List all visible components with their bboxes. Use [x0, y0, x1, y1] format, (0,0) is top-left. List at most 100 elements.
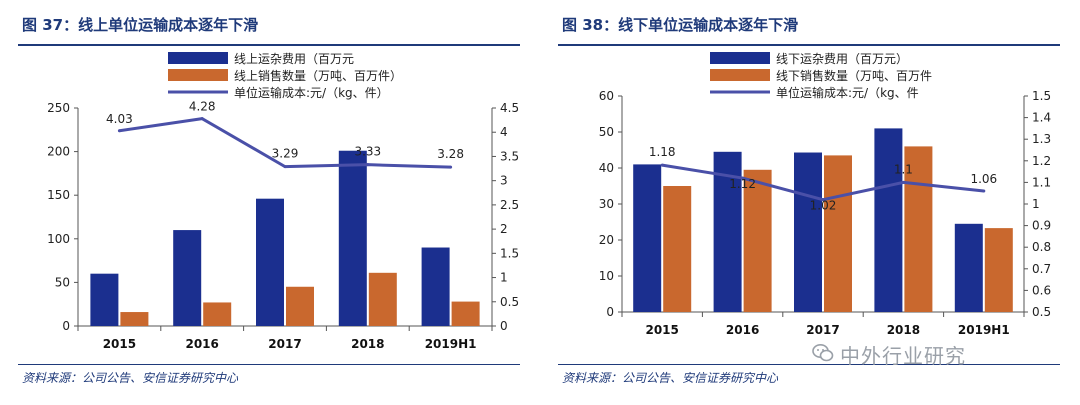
y-tick-label-right: 3.5: [500, 149, 519, 163]
data-label-2015: 1.18: [649, 145, 676, 159]
legend-swatch-2: [710, 69, 770, 81]
bar-series1-2019H1: [954, 223, 983, 312]
x-category-label: 2017: [806, 323, 839, 337]
legend-swatch-1: [710, 52, 770, 64]
footer-rule: [18, 364, 520, 365]
bar-series1-2015: [633, 164, 662, 312]
bar-series1-2019H1: [421, 247, 450, 326]
y-tick-label-left: 50: [55, 275, 70, 289]
bar-series2-2019H1: [984, 228, 1013, 312]
y-tick-label-left: 20: [599, 233, 614, 247]
legend-entry: 单位运输成本:元/（kg、件: [776, 85, 919, 100]
x-category-label: 2019H1: [958, 323, 1010, 337]
line-point-2015: [117, 129, 121, 133]
data-label-2015: 4.03: [106, 112, 133, 126]
y-tick-label-left: 100: [47, 232, 70, 246]
data-label-2018: 3.33: [354, 145, 381, 159]
y-tick-label-right: 1.1: [1032, 175, 1051, 189]
y-tick-label-right: 1.2: [1032, 154, 1051, 168]
title-rule: [558, 44, 1060, 46]
bar-series2-2016: [203, 302, 232, 326]
y-tick-label-right: 0.8: [1032, 240, 1051, 254]
figure-title: 图 37：线上单位运输成本逐年下滑: [22, 16, 259, 34]
line-unit-cost: [661, 163, 984, 202]
line-point-2016: [741, 176, 745, 180]
source-note: 资料来源：公司公告、安信证券研究中心: [22, 371, 239, 385]
bar-series1-2015: [90, 273, 119, 326]
x-category-label: 2018: [887, 323, 920, 337]
x-category-label: 2018: [351, 337, 384, 351]
y-tick-label-right: 1.5: [1032, 89, 1051, 103]
y-tick-label-right: 0.9: [1032, 219, 1051, 233]
bar-series1-2016: [173, 230, 202, 326]
line-point-2017: [821, 198, 825, 202]
y-tick-label-right: 1.4: [1032, 111, 1051, 125]
y-tick-label-right: 4.5: [500, 101, 519, 115]
x-category-label: 2016: [185, 337, 218, 351]
y-tick-label-left: 10: [599, 269, 614, 283]
y-tick-label-left: 30: [599, 197, 614, 211]
bar-series1-2017: [256, 198, 284, 326]
y-tick-label-left: 0: [606, 305, 614, 319]
line-point-2015: [660, 163, 664, 167]
wechat-icon: [812, 344, 834, 362]
legend-entry: 线上销售数量（万吨、百万件）: [234, 68, 402, 83]
bar-series2-2015: [120, 312, 149, 326]
line-point-2019H1: [982, 189, 986, 193]
y-tick-label-right: 3: [500, 174, 508, 188]
bar-series1-2017: [794, 152, 822, 312]
legend-entry: 线上运杂费用（百万元: [234, 52, 354, 66]
y-tick-label-right: 0.5: [1032, 305, 1051, 319]
x-category-label: 2015: [103, 337, 136, 351]
y-tick-label-left: 40: [599, 161, 614, 175]
bar-series2-2016: [743, 169, 772, 312]
bar-series1-2018: [338, 150, 367, 326]
legend-swatch-1: [168, 52, 228, 64]
y-tick-label-right: 1.5: [500, 246, 519, 260]
bar-series1-2018: [874, 128, 903, 312]
y-tick-label-left: 150: [47, 188, 70, 202]
bar-series2-2018: [904, 146, 933, 312]
line-point-2016: [200, 117, 204, 121]
x-category-label: 2017: [268, 337, 301, 351]
watermark-text: 中外行业研究: [840, 344, 966, 368]
y-tick-label-right: 2.5: [500, 198, 519, 212]
title-rule: [18, 44, 520, 46]
y-tick-label-right: 4: [500, 125, 508, 139]
data-label-2018: 1.1: [894, 162, 913, 176]
y-tick-label-left: 50: [599, 125, 614, 139]
data-label-2016: 4.28: [189, 100, 216, 114]
bar-series2-2015: [663, 186, 692, 312]
bar-series2-2018: [368, 272, 397, 326]
y-tick-label-right: 1: [1032, 197, 1040, 211]
bar-series2-2019H1: [451, 301, 480, 326]
source-note: 资料来源：公司公告、安信证券研究中心: [562, 371, 779, 385]
data-label-2019H1: 3.28: [437, 147, 464, 161]
data-label-2016: 1.12: [729, 177, 756, 191]
x-category-label: 2016: [726, 323, 759, 337]
legend-entry: 线下运杂费用（百万元）: [776, 52, 908, 66]
figure-38-panel: 图 38：线下单位运输成本逐年下滑 线下运杂费用（百万元） 线下销售数量（万吨、百…: [540, 0, 1080, 405]
data-label-2017: 3.29: [272, 147, 299, 161]
line-point-2018: [366, 163, 370, 167]
bar-series2-2017: [286, 286, 314, 326]
y-tick-label-right: 0.5: [500, 295, 519, 309]
y-tick-label-left: 60: [599, 89, 614, 103]
y-tick-label-right: 0.6: [1032, 283, 1051, 297]
line-point-2017: [283, 165, 287, 169]
line-point-2018: [901, 180, 905, 184]
line-point-2019H1: [449, 165, 453, 169]
y-tick-label-right: 0.7: [1032, 262, 1051, 276]
y-tick-label-left: 200: [47, 145, 70, 159]
bar-series2-2017: [824, 155, 852, 312]
y-tick-label-left: 0: [62, 319, 70, 333]
y-tick-label-right: 1: [500, 271, 508, 285]
y-tick-label-right: 0: [500, 319, 508, 333]
x-category-label: 2019H1: [425, 337, 477, 351]
y-tick-label-right: 1.3: [1032, 132, 1051, 146]
legend-swatch-2: [168, 69, 228, 81]
y-tick-label-right: 2: [500, 222, 508, 236]
footer-rule: [558, 364, 1060, 365]
